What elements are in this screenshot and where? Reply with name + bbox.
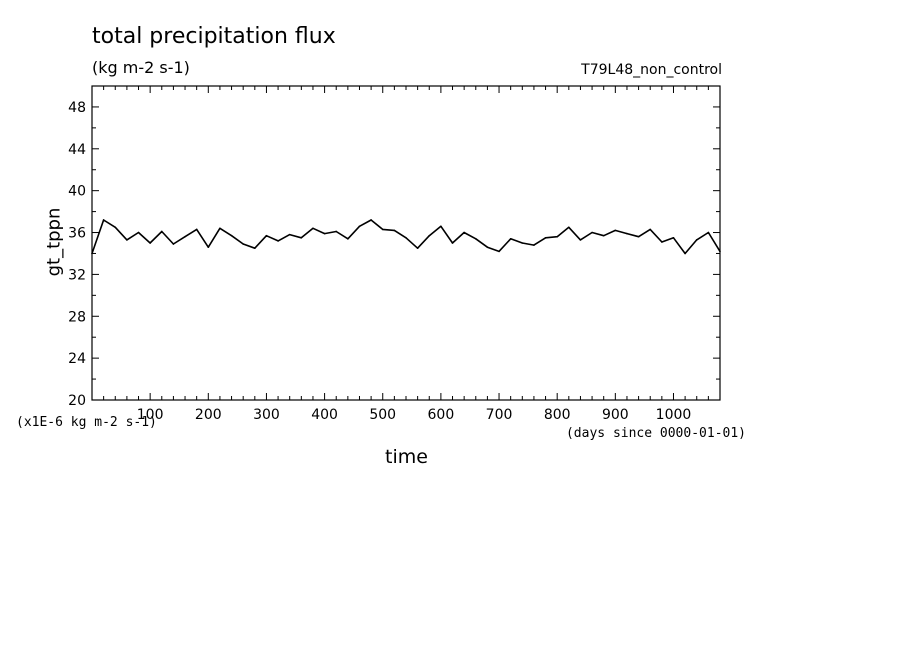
x-tick-label: 100	[137, 407, 164, 423]
data-point	[358, 225, 361, 228]
y-tick-label: 28	[68, 309, 86, 325]
data-point	[626, 232, 628, 235]
data-point	[672, 236, 675, 239]
data-point	[649, 228, 652, 231]
data-point	[335, 230, 338, 233]
x-tick-label: 800	[544, 407, 571, 423]
data-point	[684, 252, 686, 255]
data-point	[91, 252, 93, 255]
data-point	[370, 219, 372, 221]
data-point	[393, 229, 396, 232]
data-series-line	[91, 219, 721, 255]
plot-frame	[91, 85, 721, 401]
y-tick-label: 24	[68, 351, 86, 367]
y-tick-label: 32	[68, 267, 86, 283]
chart-title: total precipitation flux	[92, 24, 336, 49]
run-label: T79L48_non_control	[581, 62, 722, 78]
data-point	[265, 234, 268, 237]
data-point	[474, 238, 477, 240]
x-tick-label: 1000	[656, 407, 692, 423]
y-tick-label: 20	[68, 393, 86, 409]
data-point	[277, 240, 279, 242]
data-point	[509, 238, 512, 240]
data-point	[219, 227, 221, 230]
data-point	[323, 232, 326, 235]
x-tick-label: 600	[428, 407, 455, 423]
data-point	[102, 219, 105, 221]
data-point	[719, 250, 721, 253]
data-point	[347, 238, 349, 240]
data-point	[602, 234, 605, 237]
x-units-note: (days since 0000-01-01)	[565, 426, 746, 441]
x-axis-label: time	[385, 446, 428, 468]
data-point	[300, 236, 303, 239]
data-point	[544, 236, 547, 239]
data-point	[637, 235, 640, 238]
data-point	[195, 228, 198, 231]
data-point	[614, 229, 617, 232]
data-point	[381, 228, 384, 231]
data-point	[521, 242, 524, 244]
x-tick-label: 700	[486, 407, 513, 423]
x-tick-label: 200	[195, 407, 222, 423]
data-point	[591, 231, 593, 234]
y-tick-label: 36	[68, 226, 86, 242]
data-point	[114, 226, 117, 229]
data-point	[149, 242, 151, 244]
data-point	[405, 236, 407, 239]
chart-units: (kg m-2 s-1)	[92, 58, 190, 77]
data-point	[172, 243, 175, 245]
data-point	[126, 239, 128, 241]
data-point	[184, 235, 186, 238]
data-point	[498, 250, 500, 253]
data-point	[288, 233, 291, 236]
y-scale-note: (x1E-6 kg m-2 s-1)	[16, 415, 157, 430]
data-point	[661, 241, 663, 243]
data-point	[230, 234, 233, 237]
data-point	[707, 231, 710, 234]
data-point	[533, 244, 535, 246]
x-tick-label: 400	[311, 407, 338, 423]
data-point	[254, 247, 256, 250]
x-tick-label: 900	[602, 407, 629, 423]
x-tick-label: 500	[369, 407, 396, 423]
data-point	[451, 242, 454, 244]
data-point	[137, 231, 140, 234]
data-point	[207, 246, 210, 248]
y-tick-label: 44	[68, 142, 86, 158]
data-point	[242, 243, 244, 245]
data-point	[579, 239, 582, 241]
data-point	[160, 230, 163, 233]
y-tick-label: 48	[68, 100, 86, 116]
data-point	[416, 247, 419, 250]
data-point	[440, 225, 442, 228]
data-point	[312, 227, 314, 230]
x-tick-label: 300	[253, 407, 280, 423]
data-point	[463, 231, 465, 234]
y-tick-label: 40	[68, 184, 86, 200]
data-point	[568, 226, 570, 229]
data-point	[695, 239, 698, 241]
data-point	[428, 234, 431, 237]
data-point	[486, 246, 489, 248]
data-point	[556, 235, 558, 238]
